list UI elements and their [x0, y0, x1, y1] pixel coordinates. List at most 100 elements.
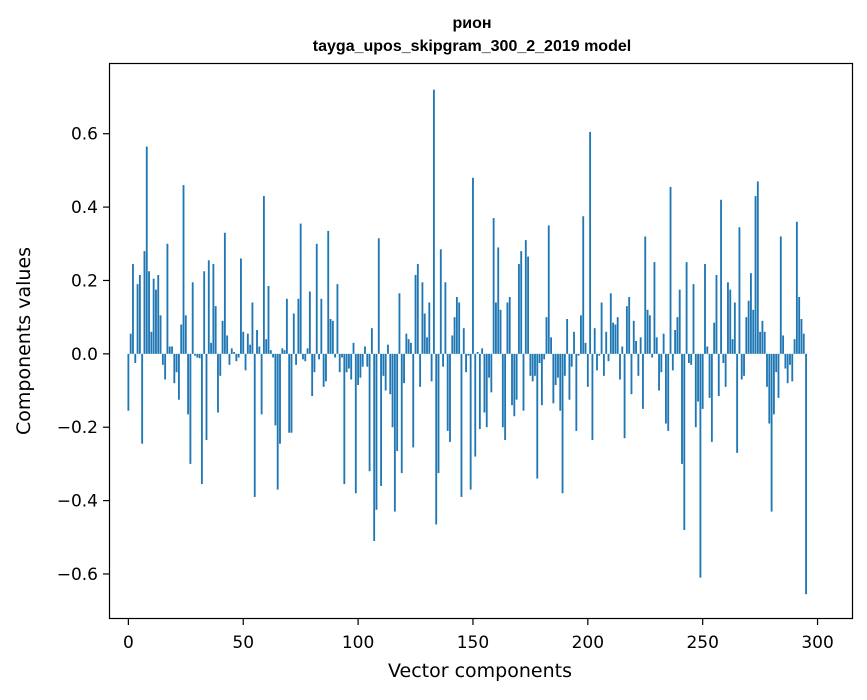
bar-216 [623, 353, 626, 439]
bar-280 [770, 353, 773, 512]
bar-288 [789, 353, 791, 365]
bar-251 [704, 263, 706, 354]
bar-266 [738, 227, 741, 354]
bar-49 [240, 258, 242, 354]
bar-224 [642, 353, 644, 409]
bar-182 [545, 317, 548, 354]
bar-86 [325, 353, 327, 382]
bar-180 [540, 353, 543, 406]
bar-252 [706, 346, 709, 354]
bar-204 [596, 353, 598, 371]
bar-72 [292, 313, 295, 354]
bar-133 [432, 89, 435, 354]
bar-195 [575, 353, 578, 431]
bar-59 [262, 196, 265, 354]
bar-108 [375, 353, 378, 510]
bar-233 [662, 333, 665, 354]
bar-13 [157, 274, 160, 354]
bar-198 [582, 216, 585, 354]
bar-208 [605, 331, 608, 354]
bar-61 [267, 285, 270, 354]
bar-143 [455, 296, 458, 354]
bar-226 [646, 309, 649, 354]
bar-173 [524, 240, 527, 354]
bar-193 [570, 353, 573, 367]
bar-112 [384, 353, 387, 391]
bar-54 [251, 302, 254, 354]
bar-167 [511, 353, 513, 406]
bar-140 [449, 353, 451, 442]
bar-196 [577, 353, 580, 356]
y-tick-label: 0.2 [71, 271, 98, 291]
bar-272 [752, 309, 755, 354]
bar-151 [474, 353, 477, 457]
bar-244 [687, 353, 690, 364]
x-tick-label: 0 [123, 633, 134, 653]
bar-222 [637, 353, 640, 376]
bar-69 [285, 298, 288, 354]
bar-20 [173, 353, 176, 384]
bar-33 [203, 271, 206, 354]
bar-264 [733, 302, 736, 354]
bar-150 [472, 177, 474, 354]
bar-181 [543, 353, 546, 360]
bar-27 [189, 353, 192, 464]
bar-156 [485, 353, 488, 428]
bar-5 [138, 274, 141, 354]
bar-262 [729, 289, 732, 354]
bar-237 [671, 353, 674, 371]
bar-179 [538, 353, 541, 364]
bar-261 [727, 282, 729, 354]
bar-221 [635, 341, 637, 354]
bar-103 [364, 346, 366, 354]
x-axis-ticks: 0 50 100 150 200 250 300 [123, 618, 834, 653]
bar-98 [352, 342, 355, 354]
bar-29 [194, 353, 196, 356]
bar-240 [678, 289, 681, 354]
bar-68 [283, 350, 286, 354]
bar-295 [805, 353, 807, 595]
bar-32 [200, 353, 203, 485]
bar-286 [784, 353, 787, 369]
bar-211 [612, 322, 615, 354]
bar-276 [761, 320, 764, 354]
bar-116 [393, 353, 396, 512]
y-axis-ticks: −0.6 −0.4 −0.2 0.0 0.2 0.4 0.6 [57, 125, 110, 585]
bar-36 [210, 342, 212, 354]
bar-241 [681, 353, 683, 464]
bar-15 [161, 353, 164, 365]
y-tick-label: −0.4 [57, 492, 98, 512]
bar-115 [391, 353, 394, 428]
bar-102 [361, 353, 364, 367]
bar-9 [148, 271, 150, 354]
bar-23 [180, 324, 183, 354]
bar-0 [127, 353, 130, 411]
bar-220 [632, 320, 635, 354]
bar-206 [600, 302, 603, 354]
bar-43 [226, 335, 229, 354]
bar-157 [488, 353, 490, 378]
bar-134 [435, 353, 438, 525]
bar-119 [400, 353, 403, 474]
bar-2 [132, 263, 134, 354]
bar-141 [451, 335, 454, 354]
bar-14 [159, 315, 162, 354]
bar-190 [563, 353, 566, 376]
bar-164 [504, 353, 507, 441]
bar-67 [281, 348, 284, 354]
bar-197 [580, 315, 582, 354]
bar-267 [740, 353, 743, 380]
bar-202 [591, 353, 594, 441]
bar-242 [683, 353, 686, 530]
bar-131 [428, 302, 431, 354]
bar-51 [244, 353, 247, 371]
bar-163 [501, 353, 504, 428]
bar-130 [426, 337, 428, 354]
bar-24 [182, 185, 185, 354]
bar-155 [483, 353, 486, 413]
bar-78 [306, 348, 309, 354]
bar-229 [653, 262, 656, 354]
bar-83 [318, 353, 320, 360]
bar-65 [276, 353, 279, 490]
